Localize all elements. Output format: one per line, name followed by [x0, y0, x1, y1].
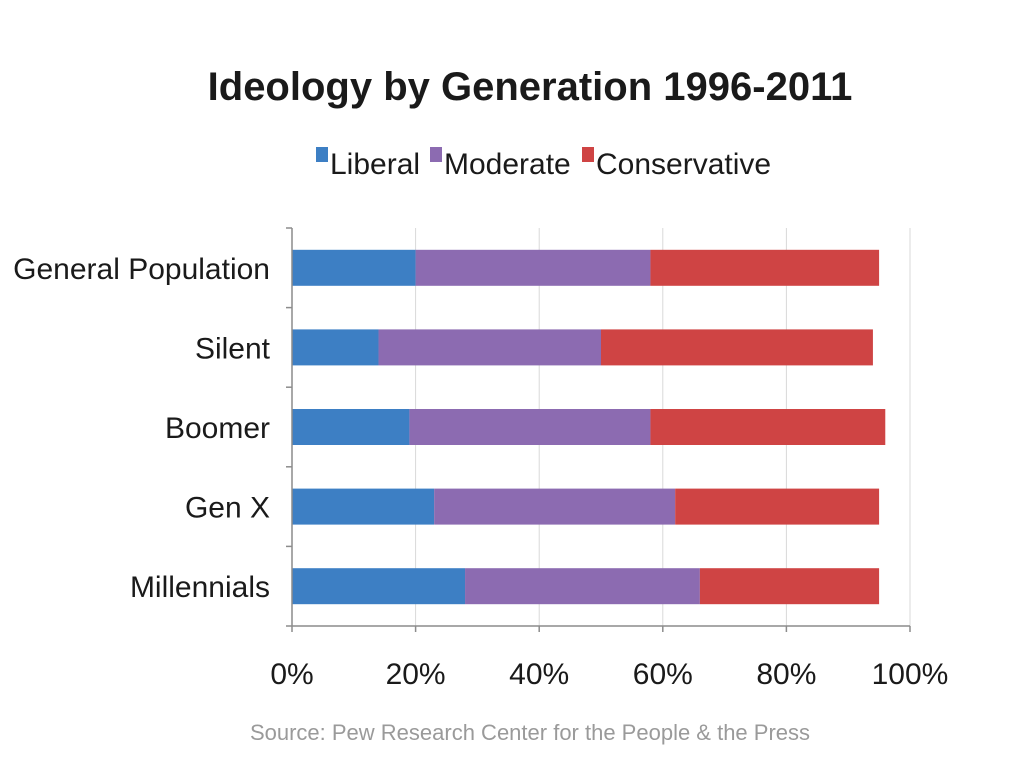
bars [292, 249, 886, 605]
legend-swatch-liberal [316, 147, 328, 162]
bar-gen-x-conservative [675, 488, 880, 525]
bar-general-population-conservative [650, 249, 880, 286]
legend-swatch-moderate [430, 147, 442, 162]
category-label: Gen X [185, 492, 270, 525]
x-tick-label: 40% [509, 658, 569, 691]
source-note: Source: Pew Research Center for the Peop… [250, 720, 810, 745]
legend-label-liberal: Liberal [330, 148, 420, 181]
bar-gen-x-moderate [434, 488, 676, 525]
legend-label-moderate: Moderate [444, 148, 571, 181]
legend-swatch-conservative [582, 147, 594, 162]
x-tick-label: 80% [756, 658, 816, 691]
x-tick-label: 0% [270, 658, 313, 691]
chart-title: Ideology by Generation 1996-2011 [208, 65, 853, 109]
bar-general-population-moderate [415, 249, 651, 286]
legend: Liberal Moderate Conservative [316, 147, 771, 181]
bar-millennials-moderate [465, 568, 700, 605]
bar-silent-conservative [601, 329, 873, 366]
category-label: General Population [13, 253, 270, 286]
bar-millennials-conservative [699, 568, 880, 605]
category-label: Boomer [165, 412, 270, 445]
bar-boomer-moderate [409, 409, 651, 445]
x-tick-label: 60% [633, 658, 693, 691]
tick-labels: 0% 20% 40% 60% 80% 100% [270, 658, 948, 691]
bar-silent-moderate [378, 329, 601, 366]
bar-general-population-liberal [292, 249, 416, 286]
bar-boomer-liberal [292, 409, 410, 445]
bar-millennials-liberal [292, 568, 466, 605]
bar-gen-x-liberal [292, 488, 435, 525]
bar-silent-liberal [292, 329, 379, 366]
bar-boomer-conservative [650, 409, 886, 445]
category-label: Millennials [130, 571, 270, 604]
axes [286, 227, 911, 632]
x-tick-label: 100% [872, 658, 949, 691]
legend-label-conservative: Conservative [596, 148, 771, 181]
category-label: Silent [195, 332, 271, 365]
x-tick-label: 20% [386, 658, 446, 691]
category-labels: General Population Silent Boomer Gen X Mille… [13, 253, 271, 604]
